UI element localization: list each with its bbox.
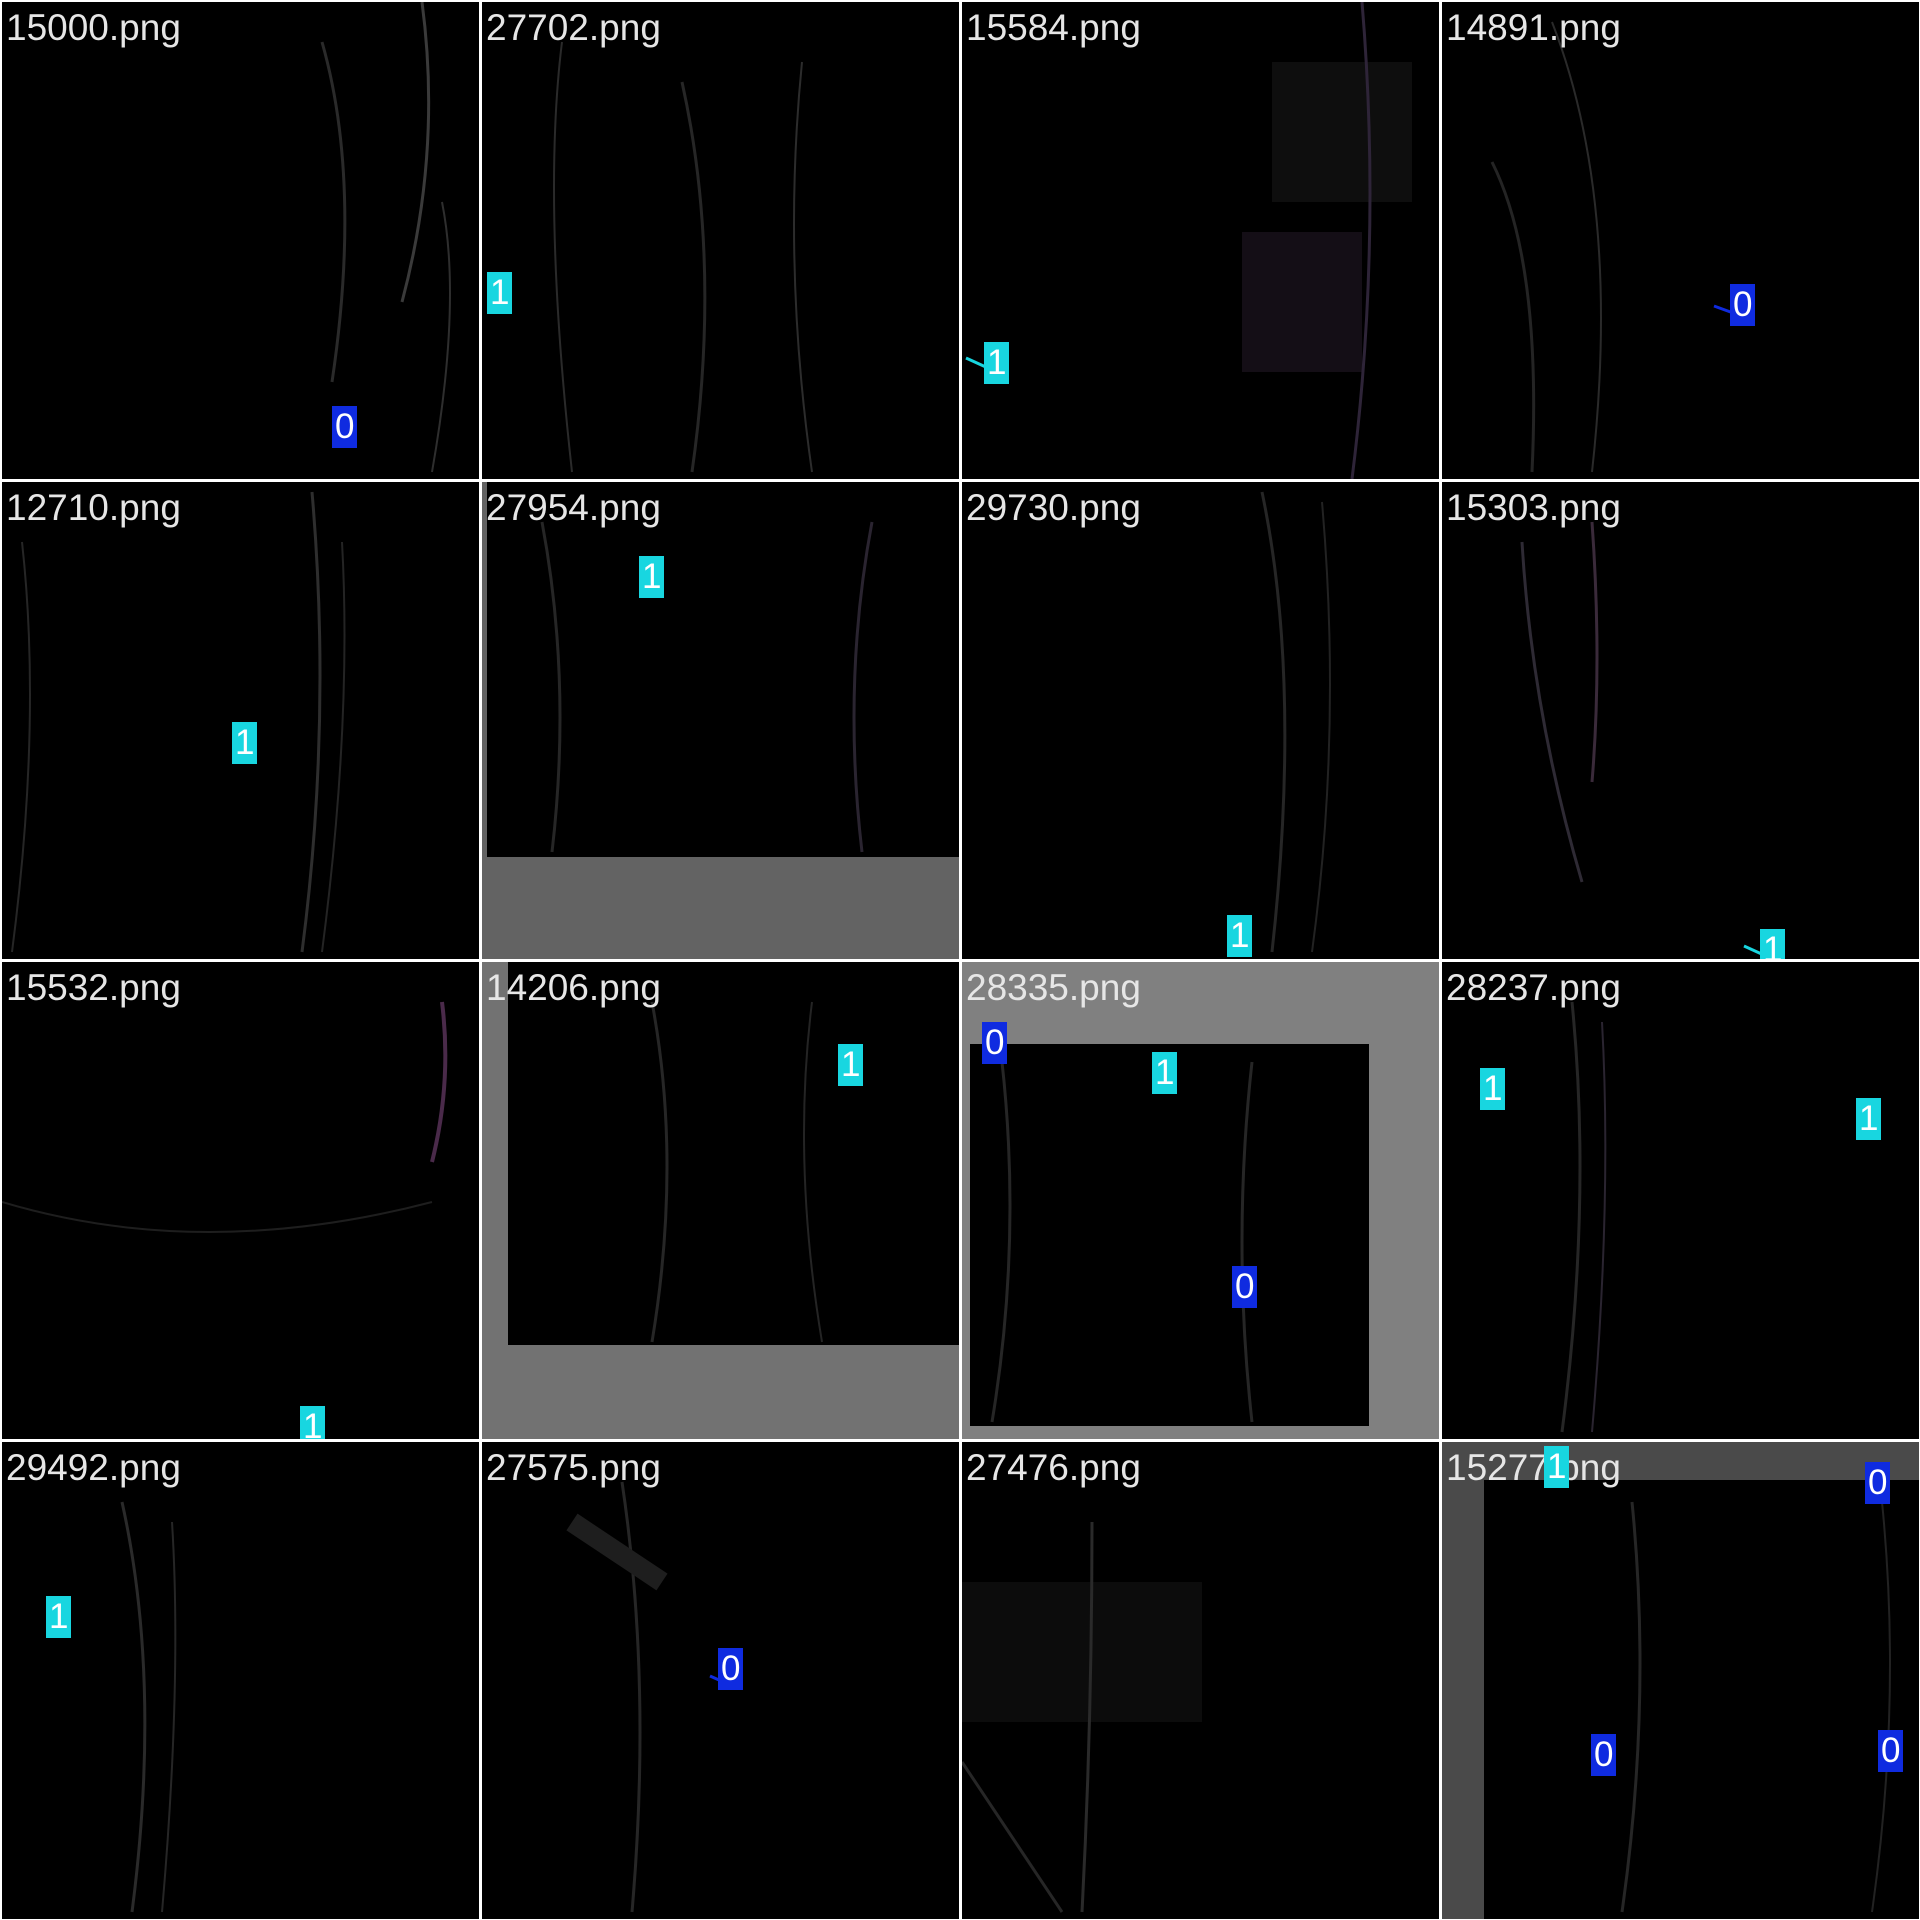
tile-filename: 15532.png xyxy=(6,967,181,1008)
padding-bar xyxy=(962,962,970,1439)
tile-28237: 28237.png 1 1 xyxy=(1442,962,1919,1439)
tile-texture xyxy=(1560,1001,1607,1433)
padding-bar xyxy=(482,857,959,959)
padding-bar xyxy=(962,1426,1439,1439)
tile-texture xyxy=(566,1481,668,1913)
tile-texture xyxy=(120,1501,177,1913)
detection-label: 1 xyxy=(1760,929,1786,959)
detection-label: 1 xyxy=(232,722,258,764)
tile-texture xyxy=(2,1001,448,1233)
tile-filename: 15584.png xyxy=(966,7,1141,48)
tile-filename: 28335.png xyxy=(966,967,1141,1008)
tile-filename: 15277.png xyxy=(1446,1447,1621,1488)
tile-27575: 27575.png 0 xyxy=(482,1442,959,1919)
tile-texture xyxy=(11,491,346,953)
padding-bar xyxy=(482,482,487,959)
tile-27476: 27476.png xyxy=(962,1442,1439,1919)
detection-label: 0 xyxy=(718,1648,744,1690)
detection-label: 1 xyxy=(984,342,1010,384)
tile-texture xyxy=(1260,491,1331,953)
tile-filename: 14891.png xyxy=(1446,7,1621,48)
detection-label: 1 xyxy=(1480,1068,1506,1110)
tile-filename: 27476.png xyxy=(966,1447,1141,1488)
tile-15303: 15303.png 1 xyxy=(1442,482,1919,959)
tile-texture xyxy=(650,1001,823,1343)
padding-bar xyxy=(1369,962,1439,1439)
padding-bar xyxy=(962,962,1439,1044)
detection-label: 1 xyxy=(487,272,513,314)
tile-29492: 29492.png 1 xyxy=(2,1442,479,1919)
tile-filename: 14206.png xyxy=(486,967,661,1008)
tile-filename: 27575.png xyxy=(486,1447,661,1488)
tile-filename: 15000.png xyxy=(6,7,181,48)
tile-14891: 14891.png 0 xyxy=(1442,2,1919,479)
tile-filename: 15303.png xyxy=(1446,487,1621,528)
tile-texture xyxy=(1242,2,1412,479)
detection-label: 0 xyxy=(982,1022,1008,1064)
detection-label: 1 xyxy=(1544,1446,1570,1488)
tile-28335: 28335.png 0 1 0 xyxy=(962,962,1439,1439)
tile-27954: 27954.png 1 xyxy=(482,482,959,959)
tile-27702: 27702.png 1 xyxy=(482,2,959,479)
tile-filename: 28237.png xyxy=(1446,967,1621,1008)
padding-bar xyxy=(1442,1442,1919,1480)
tile-filename: 27954.png xyxy=(486,487,661,528)
tile-15584: 15584.png 1 xyxy=(962,2,1439,479)
tile-texture xyxy=(320,2,451,473)
padding-bar xyxy=(482,1345,959,1439)
detection-label: 0 xyxy=(1865,1462,1891,1504)
detection-label: 0 xyxy=(332,406,358,448)
tile-15532: 15532.png 1 xyxy=(2,962,479,1439)
detection-label: 0 xyxy=(1591,1734,1617,1776)
tile-15277: 15277.png 1 0 0 0 xyxy=(1442,1442,1919,1919)
tile-filename: 12710.png xyxy=(6,487,181,528)
detection-label: 1 xyxy=(46,1596,72,1638)
detection-label: 1 xyxy=(838,1044,864,1086)
tile-texture xyxy=(990,1061,1254,1423)
detection-label: 0 xyxy=(1232,1266,1258,1308)
tile-texture xyxy=(1620,1501,1891,1913)
detection-label: 1 xyxy=(639,556,665,598)
padding-bar xyxy=(1442,1442,1484,1919)
tile-texture xyxy=(553,41,813,473)
detection-label: 1 xyxy=(1856,1098,1882,1140)
tile-filename: 29730.png xyxy=(966,487,1141,528)
detection-label: 1 xyxy=(1152,1052,1178,1094)
tile-15000: 15000.png 0 xyxy=(2,2,479,479)
tile-14206: 14206.png 1 xyxy=(482,962,959,1439)
detection-label: 1 xyxy=(1227,915,1253,957)
tile-filename: 29492.png xyxy=(6,1447,181,1488)
detection-label: 0 xyxy=(1878,1730,1904,1772)
tile-filename: 27702.png xyxy=(486,7,661,48)
tile-texture xyxy=(1490,21,1602,473)
tile-texture xyxy=(540,521,874,853)
detection-label: 0 xyxy=(1730,284,1756,326)
tile-12710: 12710.png 1 xyxy=(2,482,479,959)
detection-label: 1 xyxy=(300,1406,326,1439)
tile-texture xyxy=(962,1521,1202,1913)
tile-29730: 29730.png 1 xyxy=(962,482,1439,959)
tile-texture xyxy=(1520,521,1599,883)
